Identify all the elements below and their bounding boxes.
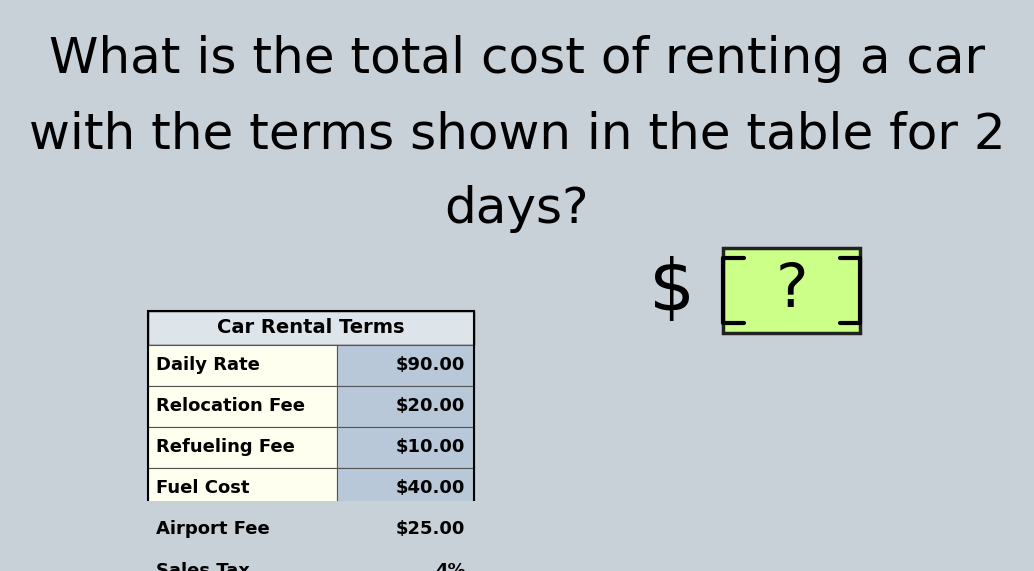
Text: Fuel Cost: Fuel Cost bbox=[156, 480, 250, 497]
FancyBboxPatch shape bbox=[148, 345, 337, 385]
Text: Relocation Fee: Relocation Fee bbox=[156, 397, 305, 415]
FancyBboxPatch shape bbox=[723, 248, 860, 333]
FancyBboxPatch shape bbox=[148, 385, 337, 427]
Text: $: $ bbox=[648, 256, 695, 325]
FancyBboxPatch shape bbox=[337, 550, 474, 571]
Text: with the terms shown in the table for 2: with the terms shown in the table for 2 bbox=[29, 110, 1005, 158]
Text: 4%: 4% bbox=[435, 561, 465, 571]
Text: Daily Rate: Daily Rate bbox=[156, 356, 261, 374]
Text: $10.00: $10.00 bbox=[396, 439, 465, 456]
FancyBboxPatch shape bbox=[148, 468, 337, 509]
Text: What is the total cost of renting a car: What is the total cost of renting a car bbox=[49, 35, 985, 83]
FancyBboxPatch shape bbox=[148, 427, 337, 468]
Text: ?: ? bbox=[776, 261, 808, 320]
FancyBboxPatch shape bbox=[337, 385, 474, 427]
Text: $90.00: $90.00 bbox=[396, 356, 465, 374]
FancyBboxPatch shape bbox=[148, 509, 337, 550]
Text: $25.00: $25.00 bbox=[396, 520, 465, 538]
FancyBboxPatch shape bbox=[337, 427, 474, 468]
Text: $20.00: $20.00 bbox=[396, 397, 465, 415]
FancyBboxPatch shape bbox=[337, 509, 474, 550]
Text: Car Rental Terms: Car Rental Terms bbox=[217, 318, 404, 337]
Text: days?: days? bbox=[445, 186, 589, 234]
Text: $40.00: $40.00 bbox=[396, 480, 465, 497]
FancyBboxPatch shape bbox=[337, 468, 474, 509]
Text: Airport Fee: Airport Fee bbox=[156, 520, 270, 538]
Text: Refueling Fee: Refueling Fee bbox=[156, 439, 296, 456]
FancyBboxPatch shape bbox=[148, 311, 474, 345]
FancyBboxPatch shape bbox=[148, 550, 337, 571]
FancyBboxPatch shape bbox=[337, 345, 474, 385]
Text: Sales Tax: Sales Tax bbox=[156, 561, 250, 571]
